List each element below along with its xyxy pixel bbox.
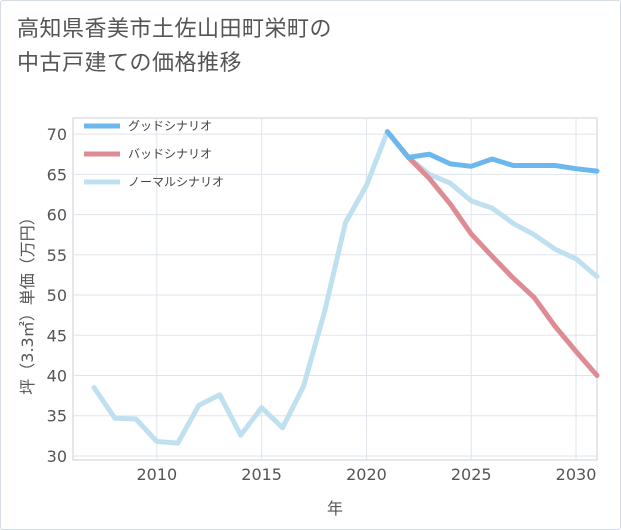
y-tick-label: 45 <box>47 326 67 345</box>
y-tick-label: 40 <box>47 367 67 386</box>
legend-label: バッドシナリオ <box>128 147 212 161</box>
y-tick-label: 30 <box>47 447 67 466</box>
y-tick-label: 50 <box>47 286 67 305</box>
y-tick-label: 60 <box>47 206 67 225</box>
legend-label: ノーマルシナリオ <box>128 175 224 189</box>
legend-label: グッドシナリオ <box>128 119 212 133</box>
y-tick-label: 70 <box>47 125 67 144</box>
x-tick-label: 2010 <box>136 465 177 484</box>
plot-area <box>72 117 598 461</box>
chart-title-line-2: 中古戸建ての価格推移 <box>17 51 243 76</box>
chart-title: 高知県香美市土佐山田町栄町の 中古戸建ての価格推移 <box>17 13 332 81</box>
series-line-2 <box>91 129 600 446</box>
series-line-0 <box>384 129 600 174</box>
series-line-1 <box>384 129 600 378</box>
y-tick-label: 65 <box>47 165 67 184</box>
x-tick-label: 2015 <box>241 465 282 484</box>
y-axis-title: 坪（3.3㎡）単価（万円） <box>18 209 37 394</box>
x-axis-title: 年 <box>327 499 343 518</box>
y-tick-label: 55 <box>47 246 67 265</box>
x-tick-label: 2030 <box>556 465 597 484</box>
grid-lines <box>73 118 597 460</box>
series-lines <box>91 129 600 446</box>
y-tick-labels: 30 35 40 45 50 55 60 65 70 <box>47 125 67 466</box>
chart-title-line-1: 高知県香美市土佐山田町栄町の <box>17 17 333 42</box>
y-tick-label: 35 <box>47 407 67 426</box>
x-tick-label: 2025 <box>451 465 492 484</box>
x-tick-labels: 2010 2015 2020 2025 2030 <box>136 465 596 484</box>
x-tick-label: 2020 <box>346 465 387 484</box>
